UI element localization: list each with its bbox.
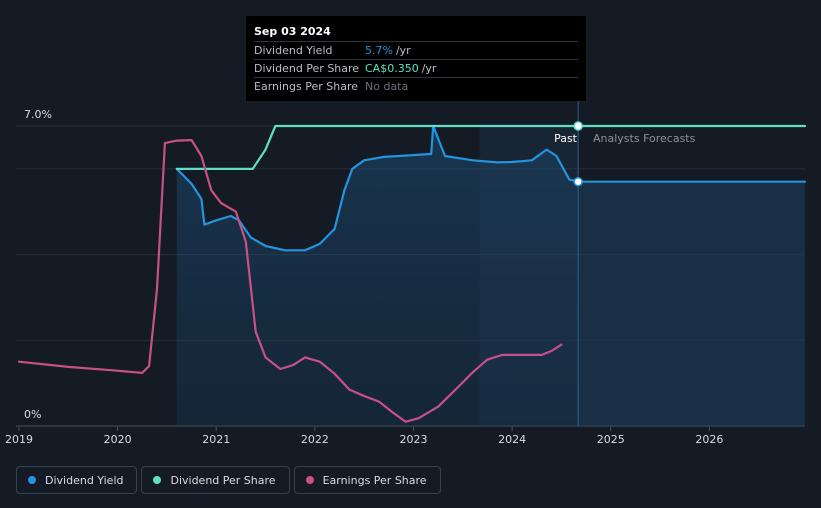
- series-lines: [17, 124, 807, 423]
- tooltip-unit: /yr: [395, 44, 411, 57]
- x-tick-label: 2021: [202, 433, 230, 446]
- x-tick-label: 2026: [695, 433, 723, 446]
- series-line-2: [17, 139, 563, 423]
- legend-earnings-per-share[interactable]: Earnings Per Share: [293, 466, 441, 494]
- marker-point: [573, 176, 583, 187]
- tooltip-row-dps: Dividend Per Share CA$0.350 /yr: [254, 59, 578, 77]
- marker-point: [573, 121, 583, 131]
- y-label-zero: 0%: [24, 408, 41, 421]
- series-line-0: [175, 124, 807, 252]
- legend-dividend-per-share[interactable]: Dividend Per Share: [141, 466, 290, 494]
- tooltip-row-yield: Dividend Yield 5.7% /yr: [254, 41, 578, 59]
- x-axis: 2019 2020 2021 2022 2023 2024 2025 2026: [5, 426, 723, 446]
- tooltip-value: 5.7%: [365, 44, 393, 57]
- yield-area-past: [176, 126, 579, 426]
- legend-label: Dividend Yield: [45, 473, 124, 487]
- legend-dot-icon: [28, 476, 36, 484]
- tooltip-date: Sep 03 2024: [254, 25, 331, 38]
- tooltip-label: Dividend Yield: [254, 44, 333, 57]
- x-tick-label: 2023: [399, 433, 427, 446]
- area-fills: [176, 100, 805, 426]
- tooltip-label: Earnings Per Share: [254, 80, 359, 93]
- legend-dividend-yield[interactable]: Dividend Yield: [16, 466, 138, 494]
- recent-shade: [479, 126, 579, 426]
- legend: Dividend Yield Dividend Per Share Earnin…: [16, 466, 441, 494]
- x-tick-label: 2024: [498, 433, 526, 446]
- x-tick-label: 2020: [104, 433, 132, 446]
- series-line-1: [175, 124, 807, 170]
- forecast-label: Analysts Forecasts: [593, 132, 696, 145]
- tooltip-value: No data: [365, 80, 409, 93]
- legend-dot-icon: [305, 476, 314, 484]
- tooltip-label: Dividend Per Share: [254, 62, 360, 75]
- markers: [573, 121, 583, 187]
- legend-label: Earnings Per Share: [322, 473, 427, 487]
- legend-dot-icon: [153, 476, 162, 484]
- tooltip-row-eps: Earnings Per Share No data: [254, 77, 578, 95]
- x-tick-label: 2025: [597, 433, 625, 446]
- past-label: Past: [554, 132, 578, 145]
- legend-label: Dividend Per Share: [170, 473, 276, 487]
- yield-area-forecast: [578, 181, 805, 426]
- x-tick-label: 2022: [301, 433, 329, 446]
- tooltip-unit: /yr: [421, 62, 437, 75]
- tooltip-value: CA$0.350: [365, 62, 419, 75]
- tooltip: Sep 03 2024 Dividend Yield 5.7% /yr Divi…: [246, 16, 586, 101]
- x-tick-label: 2019: [5, 433, 33, 446]
- y-label-top: 7.0%: [24, 108, 52, 121]
